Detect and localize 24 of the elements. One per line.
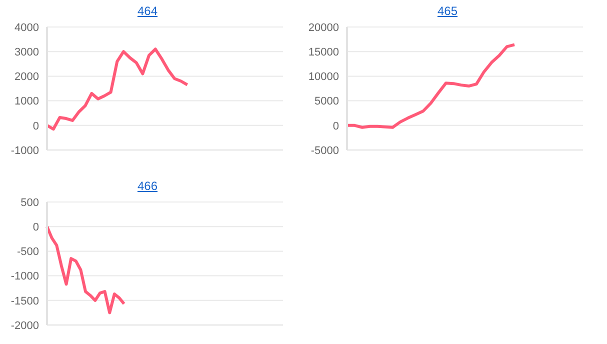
y-tick-label: 0 xyxy=(32,120,39,132)
y-tick-label: -1000 xyxy=(10,270,39,283)
y-tick-label: 4000 xyxy=(14,22,39,34)
y-tick-label: 20000 xyxy=(308,22,339,34)
y-tick-label: 500 xyxy=(20,196,39,209)
y-tick-label: 10000 xyxy=(308,71,339,84)
line-series xyxy=(46,48,189,131)
line-series xyxy=(46,225,126,314)
y-tick-label: -1000 xyxy=(10,144,39,157)
y-tick-label: -1500 xyxy=(10,295,39,308)
chart-title: 466 xyxy=(137,179,158,193)
y-tick-label: -5000 xyxy=(310,144,339,157)
y-tick-label: 0 xyxy=(332,120,339,132)
y-tick-label: 0 xyxy=(32,222,39,234)
line-series xyxy=(346,43,516,129)
y-tick-label: 5000 xyxy=(314,96,339,108)
chart-title: 465 xyxy=(437,4,458,18)
y-tick-label: 2000 xyxy=(14,71,39,84)
y-tick-label: -500 xyxy=(16,246,39,258)
y-tick-label: -2000 xyxy=(10,320,39,332)
y-tick-label: 15000 xyxy=(308,46,339,59)
y-tick-label: 1000 xyxy=(14,96,39,108)
y-tick-label: 3000 xyxy=(14,46,39,59)
chart-title: 464 xyxy=(137,4,158,18)
